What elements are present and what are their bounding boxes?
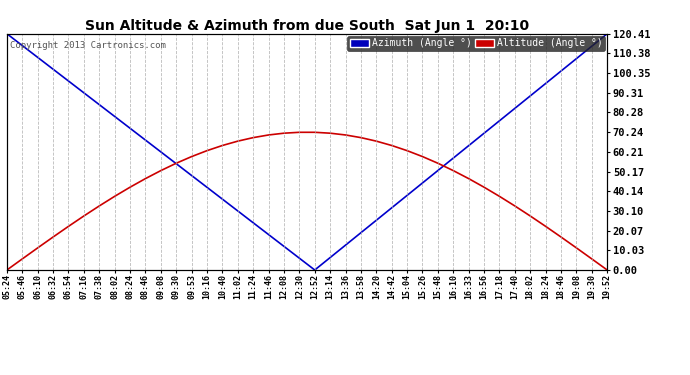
- Title: Sun Altitude & Azimuth from due South  Sat Jun 1  20:10: Sun Altitude & Azimuth from due South Sa…: [85, 19, 529, 33]
- Legend: Azimuth (Angle °), Altitude (Angle °): Azimuth (Angle °), Altitude (Angle °): [347, 36, 605, 51]
- Text: Copyright 2013 Cartronics.com: Copyright 2013 Cartronics.com: [10, 41, 166, 50]
